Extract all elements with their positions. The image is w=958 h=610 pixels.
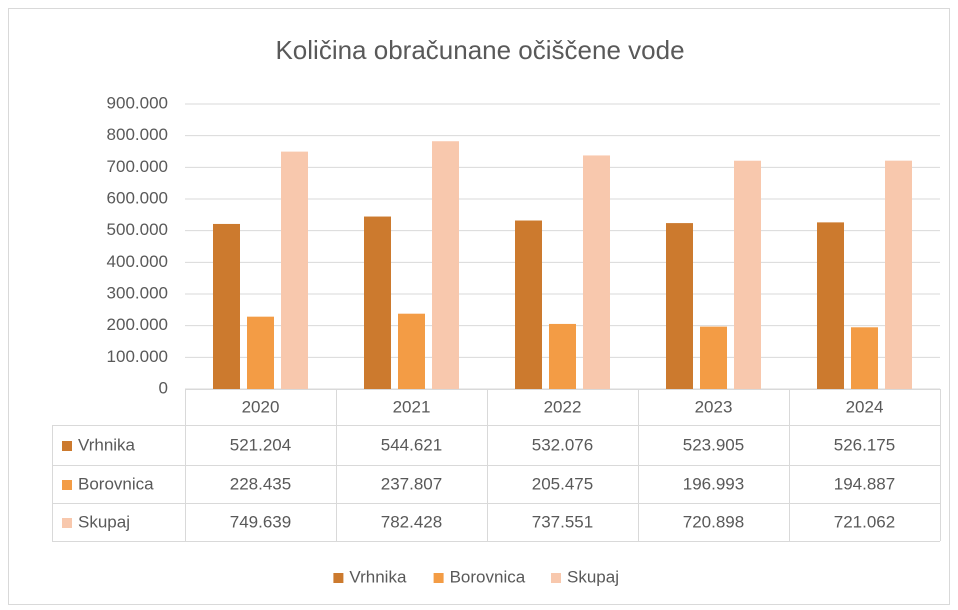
table-legend-key [62,441,72,451]
table-cell: 544.621 [381,435,442,454]
bar [247,316,274,389]
table-cell: 749.639 [230,512,291,531]
bar [364,216,391,389]
table-legend-key [62,518,72,528]
bar [398,313,425,389]
y-tick-label: 600.000 [107,188,168,207]
chart-border [8,8,950,605]
y-tick-label: 400.000 [107,252,168,271]
table-row-label: Borovnica [78,474,154,493]
y-tick-label: 100.000 [107,347,168,366]
bar [700,326,727,389]
x-tick-label: 2023 [695,397,733,416]
table-legend-key [62,480,72,490]
table-cell: 521.204 [230,435,291,454]
table-cell: 720.898 [683,512,744,531]
table-cell: 532.076 [532,435,593,454]
y-tick-label: 200.000 [107,315,168,334]
table-cell: 205.475 [532,474,593,493]
bar [851,327,878,389]
legend-key [433,573,444,583]
table-cell: 721.062 [834,512,895,531]
chart-title: Količina obračunane očiščene vode [275,35,684,65]
bar [583,155,610,389]
bar [734,160,761,389]
legend-key [551,573,561,583]
bar [281,151,308,389]
y-tick-label: 700.000 [107,157,168,176]
bar [817,222,844,389]
legend-label: Vrhnika [349,567,407,586]
table-cell: 196.993 [683,474,744,493]
table-cell: 228.435 [230,474,291,493]
y-tick-label: 0 [159,378,168,397]
bar [666,223,693,389]
table-cell: 782.428 [381,512,442,531]
y-tick-label: 800.000 [107,125,168,144]
y-tick-label: 300.000 [107,283,168,302]
legend-label: Borovnica [450,567,526,586]
table-row-label: Vrhnika [78,435,136,454]
bar [549,323,576,389]
legend-key [333,573,344,583]
bar [213,223,240,389]
y-tick-label: 500.000 [107,220,168,239]
x-tick-label: 2022 [544,397,582,416]
table-cell: 194.887 [834,474,895,493]
table-row-label: Skupaj [78,512,130,531]
legend-label: Skupaj [567,567,619,586]
x-tick-label: 2021 [393,397,431,416]
table-cell: 237.807 [381,474,442,493]
bar [885,160,912,389]
x-tick-label: 2020 [242,397,280,416]
table-cell: 523.905 [683,435,744,454]
y-tick-label: 900.000 [107,93,168,112]
table-cell: 526.175 [834,435,895,454]
table-cell: 737.551 [532,512,593,531]
bar [432,141,459,389]
bar [515,220,542,389]
x-tick-label: 2024 [846,397,884,416]
